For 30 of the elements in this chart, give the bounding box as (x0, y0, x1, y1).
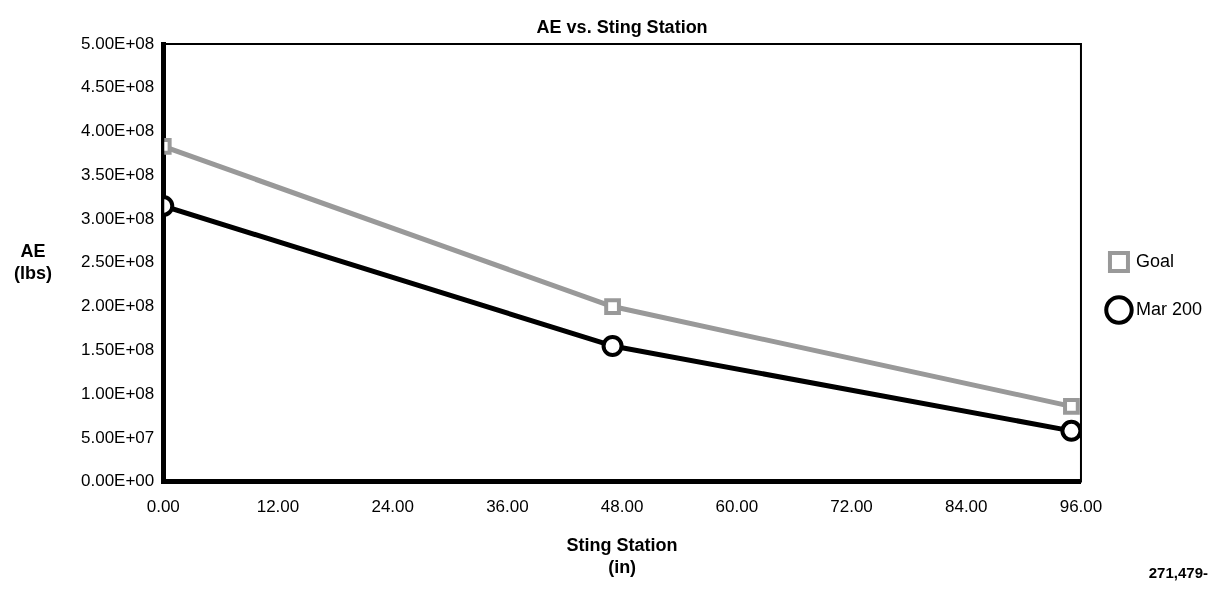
y-tick-label: 4.50E+08 (81, 77, 155, 97)
x-tick-label: 12.00 (256, 497, 300, 517)
point (604, 298, 621, 315)
text: 271,479- (1148, 564, 1208, 582)
y-tick-label: 4.00E+08 (81, 121, 155, 141)
y-tick-label: 2.00E+08 (81, 296, 155, 316)
chart-title: AE vs. Sting Station (536, 16, 708, 37)
y-tick-label: 3.50E+08 (81, 164, 155, 184)
y-tick-label: 1.50E+08 (81, 340, 155, 360)
x-tick-label: 0.00 (146, 497, 180, 517)
x-axis-title: Sting Station (in) (566, 534, 678, 577)
legend-label: Mar 200 (1135, 298, 1203, 319)
x-tick-label: 48.00 (600, 497, 644, 517)
point (1060, 419, 1081, 442)
y-tick-label: 0.00E+00 (81, 471, 155, 491)
x-tick-label: 72.00 (830, 497, 873, 517)
point (1063, 397, 1080, 415)
y-tick-label: 5.00E+08 (81, 33, 155, 53)
x-tick-label: 96.00 (1059, 497, 1103, 517)
x-tick-label: 24.00 (371, 497, 414, 517)
x-tick-label: 36.00 (486, 497, 529, 517)
legend-label: Goal (1135, 250, 1174, 271)
x-tick-label: 60.00 (715, 497, 759, 517)
y-tick-label: 3.00E+08 (81, 208, 155, 228)
y-tick-label: 1.00E+08 (81, 383, 155, 403)
y-tick-label: 5.00E+07 (81, 427, 155, 447)
y-tick-label: 2.50E+08 (81, 252, 155, 272)
point (601, 334, 624, 357)
x-tick-label: 84.00 (944, 497, 988, 517)
y-axis-title: AE (lbs) (14, 240, 52, 283)
